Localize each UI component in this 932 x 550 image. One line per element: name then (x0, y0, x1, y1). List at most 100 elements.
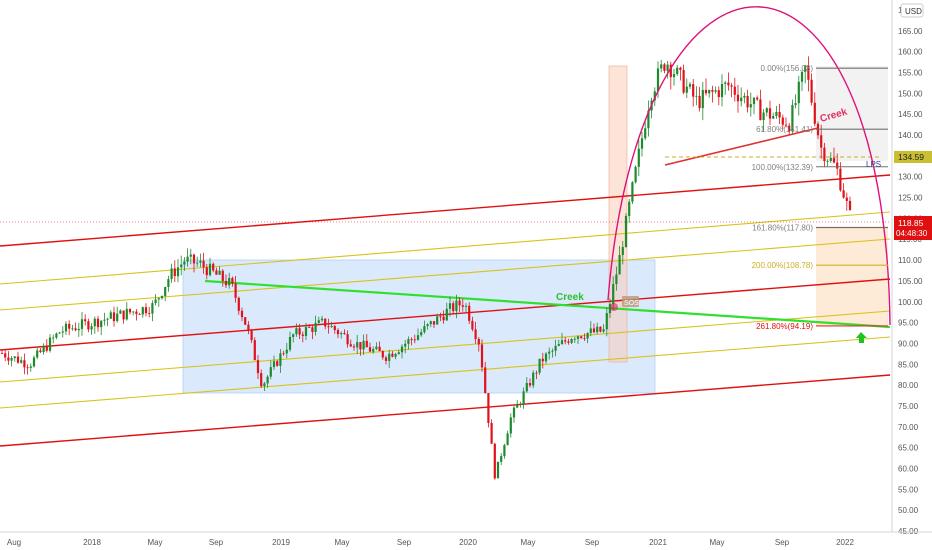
candle (493, 442, 496, 480)
candle (759, 89, 762, 121)
candle (391, 351, 394, 358)
y-tick-label: 90.00 (898, 339, 919, 348)
candle (16, 351, 20, 364)
candle (461, 298, 464, 312)
candle (343, 329, 346, 335)
candle (228, 272, 231, 289)
candle (436, 313, 439, 325)
x-tick-label: 2022 (836, 538, 854, 547)
y-tick-label: 50.00 (898, 506, 919, 515)
candle (276, 359, 279, 367)
sos-badge: SOS (622, 296, 639, 307)
current-price-value: 118.85 (898, 218, 924, 228)
candle (55, 332, 58, 340)
y-tick-label: 100.00 (898, 298, 923, 307)
current-price-tag: 118.85 04:48:30 (894, 216, 932, 240)
candle (320, 315, 324, 323)
candle (154, 294, 157, 306)
candle (64, 321, 68, 335)
candle (39, 347, 42, 354)
candle (183, 257, 186, 271)
candle (621, 240, 624, 265)
candle (692, 78, 695, 107)
candle (314, 315, 317, 336)
candle (77, 322, 80, 337)
candle (13, 355, 16, 362)
candle (512, 405, 516, 423)
candle (148, 306, 151, 318)
y-tick-label: 145.00 (898, 110, 923, 119)
x-tick-label: 2018 (83, 538, 101, 547)
candlestick-series (0, 56, 852, 480)
candle (84, 314, 87, 326)
candle (103, 312, 106, 326)
candle (602, 324, 605, 334)
fib-level-label: 0.00%(156.03) (761, 64, 814, 73)
candle (820, 124, 823, 159)
candle (672, 68, 676, 86)
creek-lower-label: Creek (556, 292, 584, 303)
y-tick-label: 160.00 (898, 48, 923, 57)
candle (26, 364, 29, 375)
candle (186, 248, 189, 267)
candle (813, 92, 816, 127)
candle (832, 147, 836, 164)
candle (596, 322, 599, 335)
candle (554, 339, 557, 357)
candle (29, 363, 32, 372)
candle (669, 61, 672, 90)
candle (752, 97, 756, 115)
candle (413, 334, 416, 344)
candle (250, 329, 253, 344)
candle (199, 253, 202, 268)
candle (560, 332, 564, 345)
candle (570, 337, 573, 344)
yellow-channel-2 (0, 238, 891, 311)
candle (800, 70, 804, 91)
y-tick-label: 150.00 (898, 89, 923, 98)
candle (580, 335, 583, 340)
candle (704, 78, 708, 96)
candle (464, 303, 468, 313)
candle (599, 326, 602, 333)
candle (500, 453, 503, 466)
candle (288, 331, 292, 352)
candle (688, 82, 692, 89)
candle (666, 61, 669, 79)
candle (781, 114, 784, 130)
candle (333, 324, 336, 334)
candle (640, 132, 644, 157)
candle (301, 331, 304, 343)
candle (253, 337, 256, 361)
candle (842, 183, 845, 199)
price-axis[interactable]: 170.00165.00160.00155.00150.00145.00140.… (891, 0, 923, 536)
candle (676, 64, 679, 76)
candle (74, 322, 77, 332)
candle (116, 306, 119, 323)
candle (784, 117, 788, 128)
candle (234, 276, 237, 303)
candle (589, 321, 592, 337)
candle (128, 308, 132, 315)
candle (196, 256, 199, 268)
candle (720, 74, 724, 107)
candle (490, 419, 493, 444)
candle (480, 339, 484, 372)
candle (0, 349, 4, 355)
candle (516, 399, 519, 408)
candle (295, 323, 298, 337)
candle (144, 303, 148, 317)
x-tick-label: Sep (209, 538, 224, 547)
candle (756, 95, 759, 101)
candle (61, 326, 64, 338)
candle (151, 300, 154, 322)
candle (285, 342, 288, 359)
time-axis[interactable]: Aug 2018 May Sep 2019 May Sep 2020 May Sep 2021 May… (0, 531, 932, 547)
candle (311, 324, 314, 340)
candle (711, 85, 714, 103)
yellow-channel-1 (0, 211, 891, 285)
candle (381, 350, 384, 360)
candle (410, 337, 413, 346)
yellow-channel-3 (0, 310, 891, 383)
